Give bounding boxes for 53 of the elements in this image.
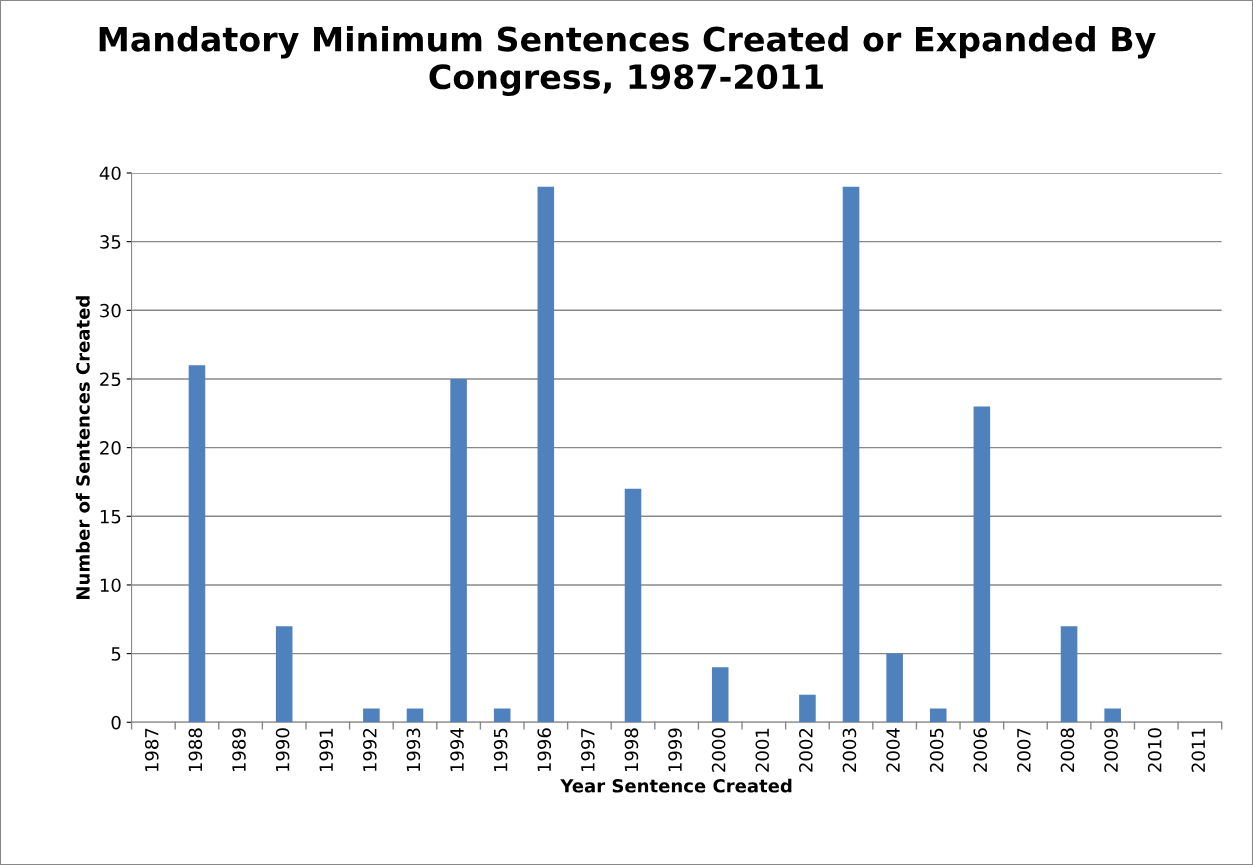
chart-title: Mandatory Minimum Sentences Created or Expanded By Congress, 1987-2011 (99, 25, 1156, 97)
y-tick-label: 0 (111, 715, 121, 730)
y-tick-label: 15 (100, 509, 121, 524)
y-tick-label: 10 (100, 578, 121, 593)
x-tick-label: 2007 (1017, 728, 1031, 772)
x-tick-label: 2010 (1147, 728, 1162, 772)
bar (842, 186, 860, 723)
x-tick-label: 1989 (232, 728, 246, 772)
bar (1104, 708, 1121, 723)
y-tick-label: 20 (100, 441, 121, 455)
bar (973, 406, 991, 723)
x-tick-label: 1999 (668, 728, 682, 772)
bar (188, 365, 206, 723)
bar (929, 708, 947, 723)
x-tick-label: 1997 (580, 728, 595, 772)
bar (537, 186, 555, 723)
x-tick-label: 2003 (842, 728, 857, 772)
x-tick-label: 1994 (450, 728, 464, 772)
x-tick-label: 2009 (1104, 728, 1118, 772)
bar (406, 708, 424, 723)
x-tick-label: 2001 (755, 728, 770, 772)
y-tick-label: 25 (100, 372, 121, 387)
x-tick-label: 2002 (799, 728, 813, 772)
bar (799, 694, 816, 723)
y-tick-label: 40 (99, 166, 121, 181)
bar (450, 378, 467, 723)
x-tick-label: 2004 (886, 728, 900, 772)
bar (711, 667, 729, 723)
y-tick-label: 35 (100, 235, 121, 249)
x-tick-label: 1996 (537, 728, 552, 772)
bar (363, 708, 380, 723)
x-tick-label: 1987 (144, 728, 159, 772)
y-tick-label: 30 (100, 303, 121, 318)
bar (493, 708, 511, 723)
bar (275, 626, 293, 723)
bar (886, 653, 903, 723)
x-tick-label: 2000 (711, 728, 726, 772)
bar (624, 488, 642, 723)
x-tick-label: 1998 (624, 728, 639, 772)
x-tick-label: 2008 (1060, 728, 1075, 772)
x-tick-label: 1990 (275, 728, 290, 772)
x-tick-label: 1991 (319, 728, 334, 772)
x-tick-label: 1992 (362, 728, 377, 772)
x-tick-label: 2011 (1191, 728, 1206, 772)
x-tick-label: 2005 (929, 728, 944, 772)
y-axis-title: Number of Sentences Created (75, 296, 90, 599)
bar (1060, 626, 1078, 723)
x-tick-label: 1995 (493, 728, 508, 772)
x-axis-title: Year Sentence Created (560, 778, 792, 793)
y-tick-label: 5 (111, 647, 121, 661)
x-tick-label: 1988 (188, 728, 203, 772)
x-tick-label: 1993 (406, 728, 421, 772)
x-tick-label: 2006 (973, 728, 988, 772)
